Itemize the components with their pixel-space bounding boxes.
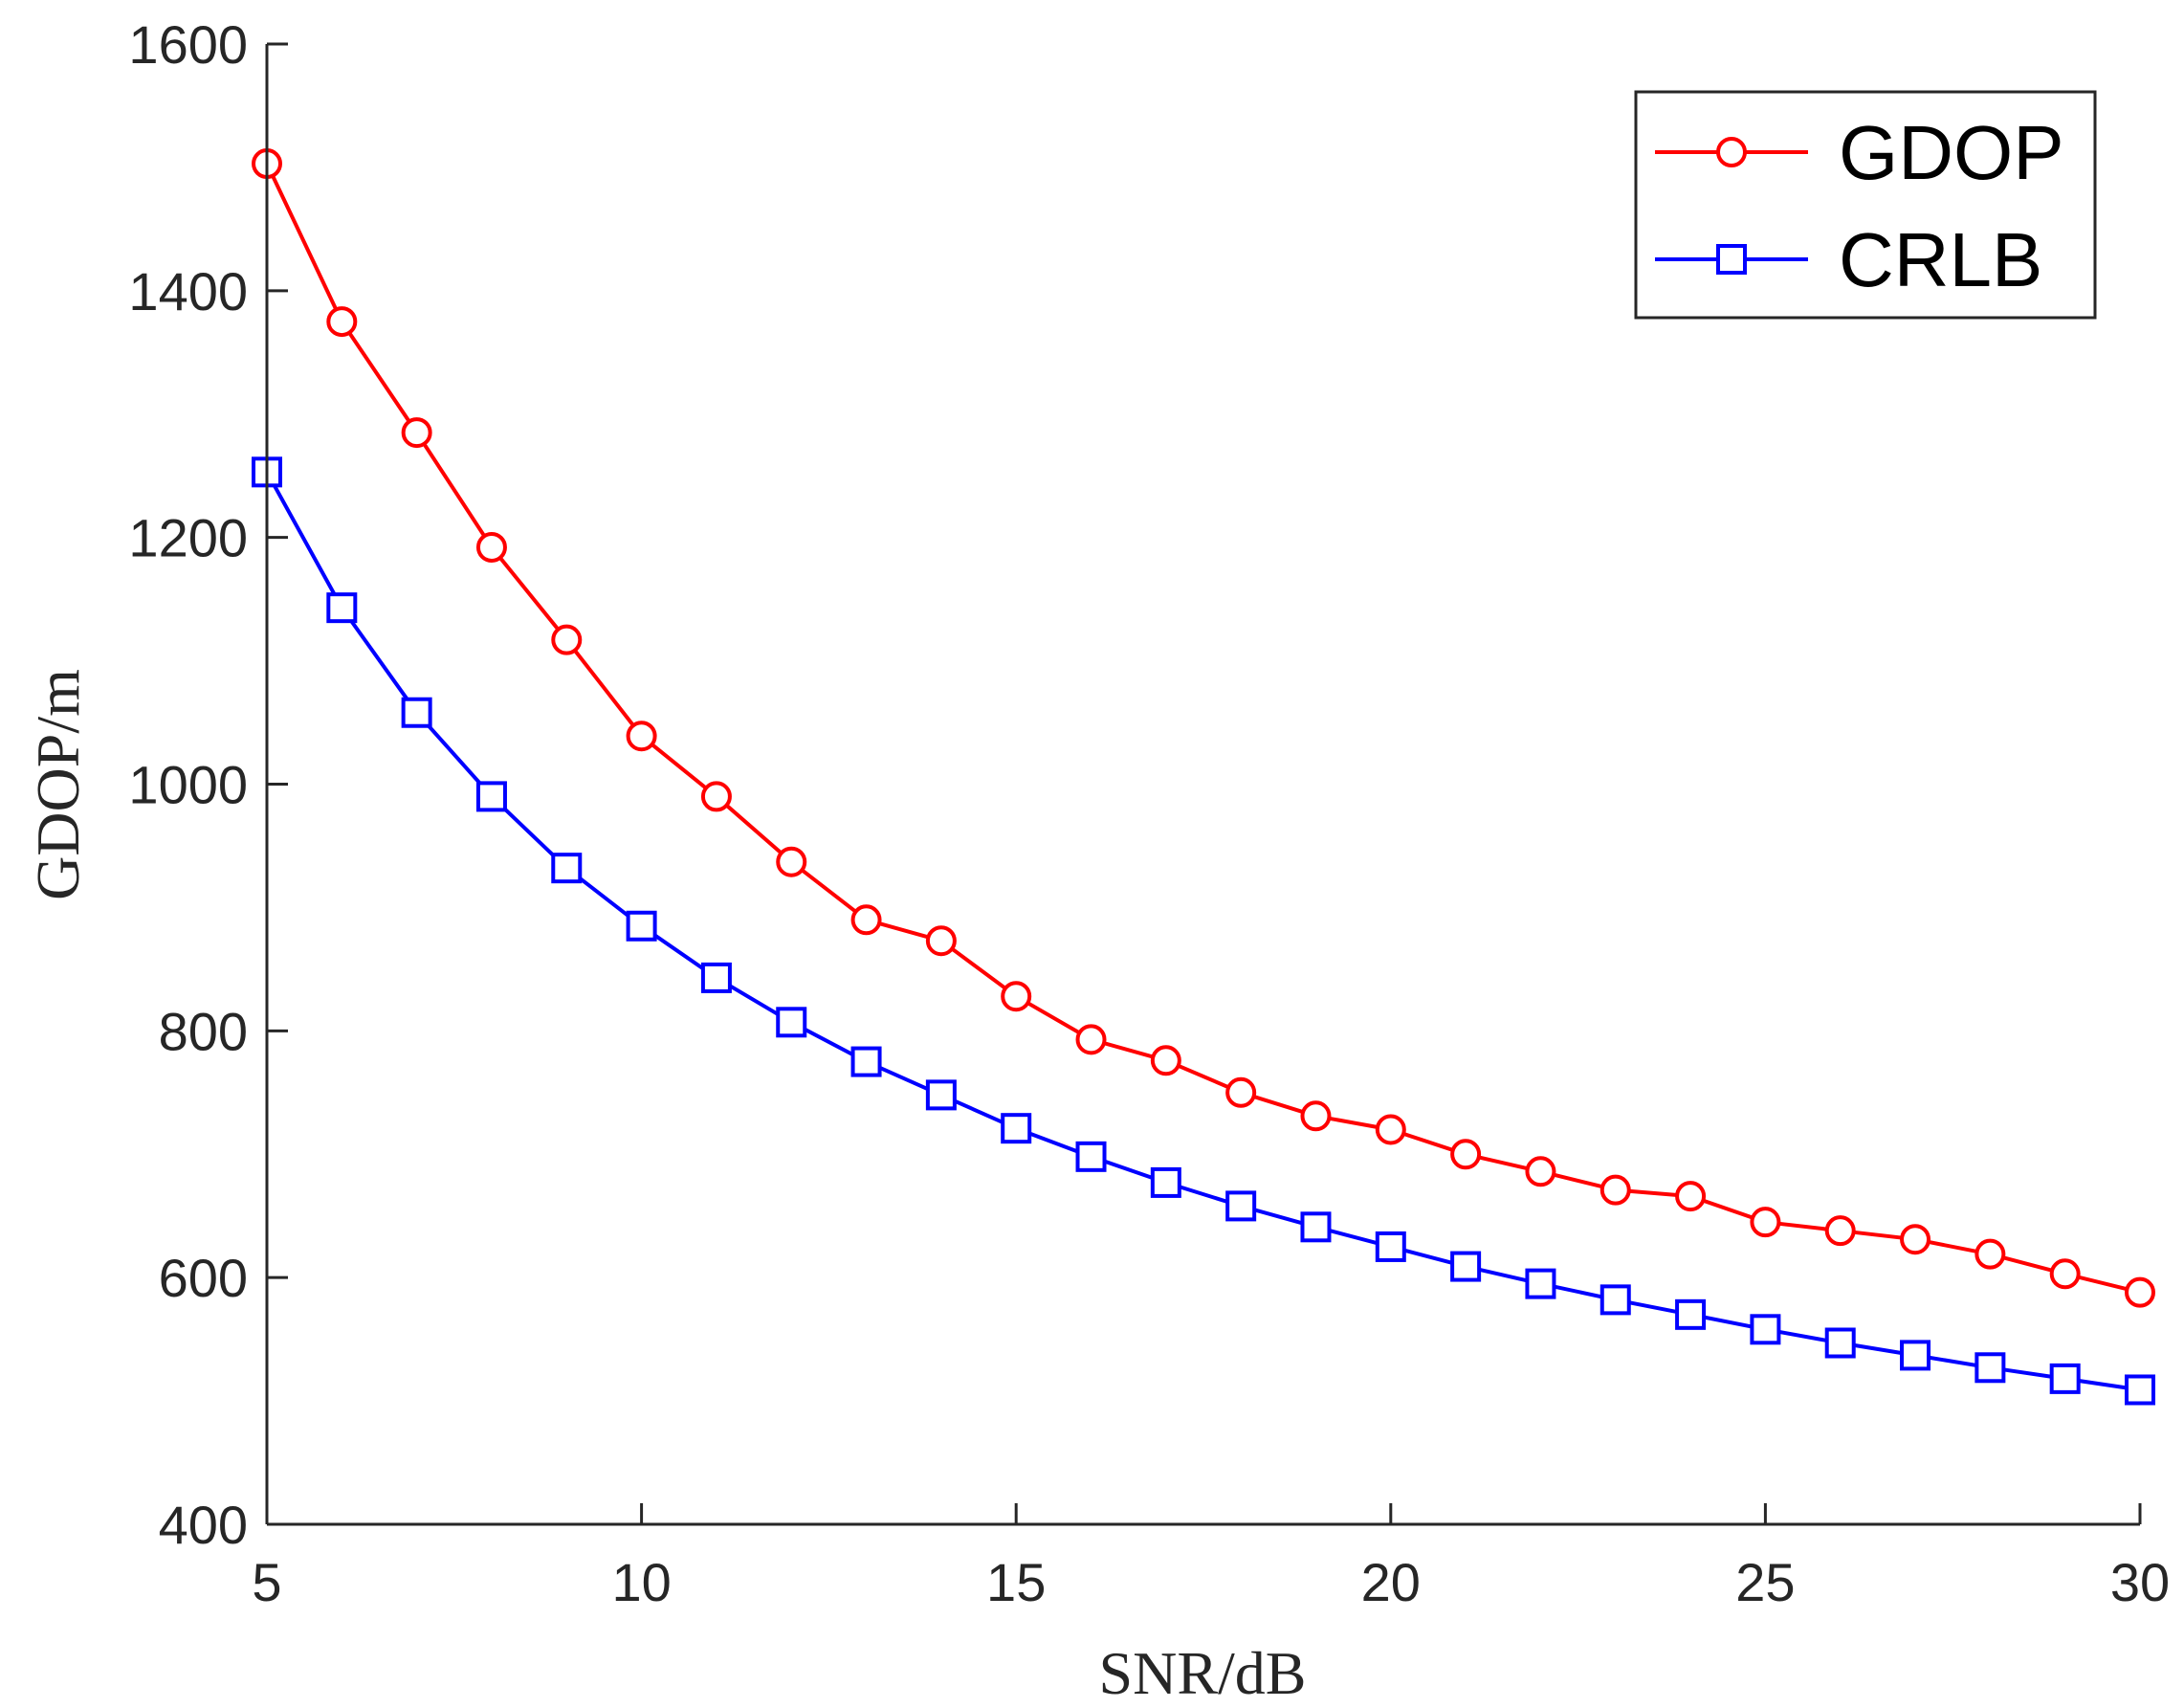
series-line-crlb xyxy=(265,471,2141,1392)
data-point-gdop xyxy=(1675,1181,1707,1212)
legend: GDOP CRLB xyxy=(1634,90,2097,320)
legend-label-crlb: CRLB xyxy=(1839,217,2042,302)
data-point-gdop xyxy=(1225,1076,1257,1108)
data-point-gdop xyxy=(326,306,358,338)
data-point-gdop xyxy=(475,531,507,563)
y-axis-label: GDOP/m xyxy=(24,669,92,900)
data-point-gdop xyxy=(1525,1156,1556,1187)
series-line-gdop xyxy=(265,163,2141,1295)
y-tick-label: 600 xyxy=(159,1248,248,1308)
data-point-crlb xyxy=(2049,1363,2081,1394)
data-point-gdop xyxy=(1974,1238,2006,1270)
data-point-gdop xyxy=(776,846,807,877)
data-point-gdop xyxy=(551,624,583,655)
data-point-gdop xyxy=(1300,1100,1332,1132)
data-point-gdop xyxy=(1001,981,1032,1012)
data-point-gdop xyxy=(1750,1207,1781,1238)
data-point-crlb xyxy=(776,1007,807,1038)
data-point-gdop xyxy=(850,904,882,936)
legend-marker-crlb xyxy=(1716,244,1747,275)
y-tick-label: 1000 xyxy=(128,755,248,815)
legend-box xyxy=(1634,90,2097,320)
data-point-crlb xyxy=(1001,1113,1032,1144)
data-point-gdop xyxy=(2125,1276,2155,1308)
data-point-crlb xyxy=(1300,1211,1332,1243)
data-point-gdop xyxy=(1075,1024,1107,1055)
x-tick-label: 25 xyxy=(1735,1552,1795,1612)
data-point-crlb xyxy=(1375,1231,1406,1262)
data-point-gdop xyxy=(1900,1224,1931,1255)
data-point-gdop xyxy=(1599,1174,1631,1206)
data-point-crlb xyxy=(700,962,732,993)
data-point-crlb xyxy=(551,853,583,884)
plot-area xyxy=(252,148,2155,1406)
data-point-crlb xyxy=(401,697,432,728)
legend-item-crlb: CRLB xyxy=(1655,217,2042,302)
data-point-gdop xyxy=(1375,1114,1406,1145)
data-point-crlb xyxy=(1824,1327,1856,1359)
data-point-crlb xyxy=(1900,1340,1931,1371)
y-tick-label: 1600 xyxy=(128,14,248,75)
data-point-crlb xyxy=(1525,1268,1556,1299)
data-point-gdop xyxy=(2049,1258,2081,1290)
y-tick-label: 1400 xyxy=(128,261,248,322)
data-point-gdop xyxy=(700,781,732,812)
data-point-crlb xyxy=(925,1079,957,1111)
data-point-crlb xyxy=(1225,1190,1257,1222)
legend-item-gdop: GDOP xyxy=(1655,110,2064,195)
x-axis-label: SNR/dB xyxy=(1099,1639,1307,1707)
legend-label-gdop: GDOP xyxy=(1839,110,2064,195)
y-tick-label: 400 xyxy=(159,1495,248,1555)
series-gdop xyxy=(252,148,2155,1308)
x-tick-label: 15 xyxy=(986,1552,1046,1612)
data-point-crlb xyxy=(626,910,657,942)
x-tick-label: 20 xyxy=(1361,1552,1421,1612)
data-point-crlb xyxy=(1974,1352,2006,1384)
data-point-gdop xyxy=(626,721,657,752)
data-point-crlb xyxy=(1750,1314,1781,1345)
data-point-crlb xyxy=(1450,1251,1482,1282)
data-point-crlb xyxy=(1675,1298,1707,1330)
data-point-gdop xyxy=(1450,1139,1482,1170)
data-point-crlb xyxy=(1150,1166,1181,1198)
data-point-crlb xyxy=(475,781,507,812)
data-point-crlb xyxy=(326,592,358,624)
data-point-gdop xyxy=(1150,1045,1181,1076)
x-tick-label: 5 xyxy=(252,1552,281,1612)
y-tick-label: 800 xyxy=(159,1001,248,1061)
data-point-crlb xyxy=(1075,1141,1107,1172)
x-tick-label: 30 xyxy=(2110,1552,2170,1612)
data-point-gdop xyxy=(401,417,432,449)
data-point-gdop xyxy=(1824,1215,1856,1247)
data-point-crlb xyxy=(850,1046,882,1077)
legend-marker-gdop xyxy=(1716,137,1747,167)
data-point-crlb xyxy=(2125,1374,2155,1406)
axes: 400 600 800 1000 1200 1400 1600 5 10 15 20 25 30 xyxy=(128,14,2170,1612)
data-point-gdop xyxy=(925,925,957,957)
x-tick-label: 10 xyxy=(611,1552,671,1612)
data-point-crlb xyxy=(1599,1284,1631,1316)
series-crlb xyxy=(252,456,2155,1406)
y-tick-label: 1200 xyxy=(128,508,248,568)
